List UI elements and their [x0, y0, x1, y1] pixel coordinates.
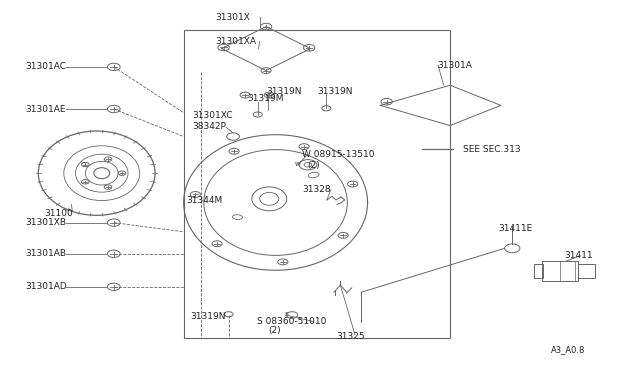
Text: 31301XA: 31301XA — [215, 37, 256, 46]
Text: 31328: 31328 — [302, 185, 331, 194]
Bar — [184, 30, 450, 338]
Text: 31411: 31411 — [564, 251, 593, 260]
Text: 31319N: 31319N — [191, 312, 226, 321]
Text: 31319N: 31319N — [317, 87, 353, 96]
Text: 31301X: 31301X — [215, 13, 250, 22]
Text: S: S — [285, 312, 289, 317]
Text: 31100: 31100 — [44, 209, 73, 218]
Text: 31301AB: 31301AB — [25, 249, 66, 258]
Text: 38342P: 38342P — [192, 122, 226, 131]
Text: W: W — [295, 162, 301, 167]
Text: 31301AE: 31301AE — [25, 105, 65, 113]
Text: (2): (2) — [268, 326, 280, 335]
Text: 31319N: 31319N — [266, 87, 301, 96]
Text: 31301AC: 31301AC — [25, 62, 66, 71]
Bar — [542, 261, 578, 281]
Text: S 08360-51010: S 08360-51010 — [257, 317, 326, 326]
Text: 31301A: 31301A — [437, 61, 472, 70]
Text: 31301XB: 31301XB — [25, 218, 66, 227]
Text: 31301AD: 31301AD — [25, 282, 67, 291]
Text: (2): (2) — [307, 161, 320, 170]
Text: A3_A0.8: A3_A0.8 — [551, 345, 585, 354]
Text: 31319M: 31319M — [247, 94, 284, 103]
Bar — [534, 264, 543, 278]
Text: 31344M: 31344M — [187, 196, 223, 205]
Text: SEE SEC.313: SEE SEC.313 — [463, 145, 521, 154]
Text: 31411E: 31411E — [499, 224, 532, 232]
Text: 31301XC: 31301XC — [192, 111, 232, 120]
Text: 31325: 31325 — [336, 332, 365, 341]
Bar — [578, 264, 595, 278]
Text: W 08915-13510: W 08915-13510 — [302, 150, 375, 159]
